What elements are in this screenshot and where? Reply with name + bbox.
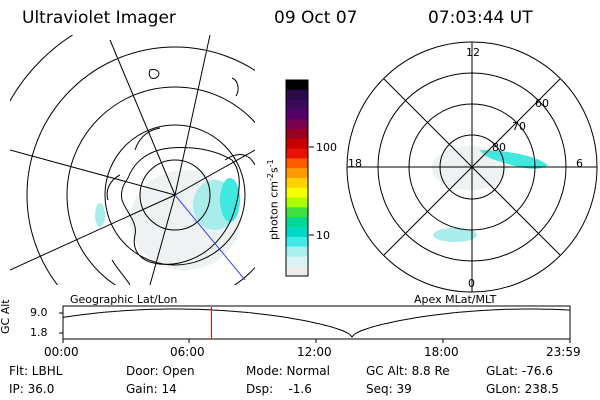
altitude-timeline-frame: [62, 305, 571, 340]
colorbar-swatch: [286, 246, 308, 257]
mlt-label-0: 0: [468, 277, 475, 290]
magnetic-caption: Apex MLat/MLT: [414, 293, 497, 306]
date-label: 09 Oct 07: [274, 8, 358, 28]
colorbar-label-100: 100: [316, 141, 337, 154]
unit-exp-cm: -2: [266, 173, 275, 182]
colorbar-swatch: [286, 99, 308, 110]
info-glat: GLat: -76.6: [486, 364, 553, 378]
xtick-1800: 18:00: [424, 345, 459, 359]
info-gain: Gain: 14: [126, 382, 177, 396]
mlt-label-12: 12: [466, 46, 480, 59]
colorbar-swatch: [286, 129, 308, 140]
info-door: Door: Open: [126, 364, 195, 378]
app-title: Ultraviolet Imager: [22, 8, 176, 28]
colorbar-swatch: [286, 158, 308, 169]
sun-direction-line: [174, 194, 246, 281]
colorbar-swatch: [286, 178, 308, 189]
xtick-2359: 23:59: [546, 345, 581, 359]
aurora-patch-right: [433, 228, 477, 242]
unit-base: photon cm: [267, 181, 281, 240]
info-dsp: Dsp: -1.6: [246, 382, 312, 396]
time-label: 07:03:44 UT: [428, 8, 533, 28]
altitude-curve: [62, 308, 571, 338]
mlt-label-6: 6: [576, 157, 583, 170]
colorbar-label-10: 10: [316, 229, 330, 242]
xtick-0600: 06:00: [170, 345, 205, 359]
latitude-circles: [10, 35, 255, 285]
colorbar-swatch: [286, 138, 308, 150]
mlat-label-80: 80: [492, 141, 506, 154]
info-glon: GLon: 238.5: [486, 382, 559, 396]
ytick-1-8: 1.8: [30, 326, 48, 339]
timeline-ticks: [59, 312, 571, 343]
colorbar-swatch: [286, 217, 308, 228]
colorbar-swatch: [286, 227, 308, 238]
mlt-label-18: 18: [348, 157, 362, 170]
colorbar-swatch: [286, 207, 308, 218]
aurora-oval-bright: [480, 150, 548, 169]
colorbar-swatch: [286, 109, 308, 120]
coastline: [121, 147, 240, 265]
info-filter: Flt: LBHL: [9, 364, 63, 378]
info-ip: IP: 36.0: [9, 382, 55, 396]
colorbar-swatch: [286, 168, 308, 179]
mlat-label-60: 60: [535, 97, 549, 110]
aurora-patch: [95, 203, 105, 227]
aurora-band-bright: [220, 178, 240, 222]
island-outlines: [111, 69, 239, 285]
colorbar-swatch: [286, 80, 308, 91]
geographic-map: [10, 35, 255, 285]
colorbar-swatch: [286, 119, 308, 130]
timeline-ylabel: GC Alt: [0, 299, 12, 334]
geographic-caption: Geographic Lat/Lon: [70, 293, 178, 306]
mlat-label-70: 70: [512, 120, 526, 133]
ytick-9: 9.0: [30, 306, 48, 319]
colorbar-unit-label: photon cm-2s-1: [266, 159, 281, 240]
unit-exp-s: -1: [266, 159, 275, 168]
magnetic-map: [346, 41, 598, 293]
info-seq: Seq: 39: [366, 382, 412, 396]
colorbar-swatch: [286, 148, 308, 159]
colorbar-swatch: [286, 187, 308, 199]
meridian-lines: [10, 35, 255, 285]
colorbar-swatch: [286, 266, 308, 277]
xtick-1200: 12:00: [297, 345, 332, 359]
mlt-lines: [347, 42, 597, 292]
xtick-0000: 00:00: [44, 345, 79, 359]
coastline-detail: [106, 127, 255, 201]
colorbar-swatch: [286, 197, 308, 208]
info-mode: Mode: Normal: [246, 364, 330, 378]
color-scale-bar: [285, 79, 309, 277]
unit-s: s: [267, 167, 281, 174]
colorbar-swatch: [286, 256, 308, 267]
colorbar-swatch: [286, 89, 308, 101]
colorbar-border: [285, 79, 309, 277]
info-gc-alt: GC Alt: 8.8 Re: [366, 364, 450, 378]
colorbar-swatch: [286, 236, 308, 248]
